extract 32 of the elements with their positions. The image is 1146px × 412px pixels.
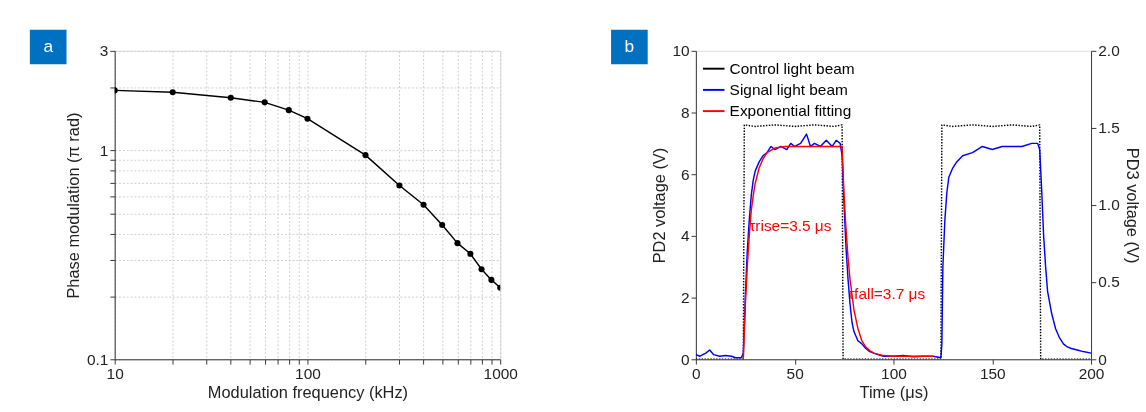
y2-tick-label: 0 [1098,350,1107,368]
y2-tick-label: 1.0 [1098,196,1120,214]
y-tick-label: 0 [681,350,690,368]
text: a [43,35,54,56]
line-series [742,145,934,360]
y-tick-label: 6 [681,165,690,183]
y-axis-title: PD2 voltage (V) [649,147,668,264]
legend-label: Control light beam [729,59,855,77]
x-tick-label: 100 [295,365,321,383]
x-tick-label: 0 [692,365,701,383]
y2-tick-label: 0.5 [1098,273,1120,291]
x-tick-label: 100 [881,365,907,383]
y2-tick-label: 1.5 [1098,119,1120,137]
legend-label: Exponential fitting [729,101,852,119]
text: b [624,35,635,56]
x-tick-label: 1000 [483,365,518,383]
y-tick-label: 4 [681,227,691,245]
y2-tick-label: 2.0 [1098,42,1120,60]
y-tick-label: 0.1 [87,350,109,368]
y2-axis-title: PD3 voltage (V) [1124,147,1143,264]
y-tick-label: 8 [681,103,690,121]
x-tick-label: 50 [786,365,804,383]
x-axis-title: Time (μs) [859,383,929,402]
y-axis-title: Phase modulation (π rad) [64,112,83,299]
x-axis-title: Modulation frequency (kHz) [207,383,409,402]
y-tick-label: 2 [681,288,690,306]
x-tick-label: 150 [979,365,1006,383]
y-tick-label: 3 [99,42,109,60]
y-tick-label: 10 [672,42,690,60]
legend-label: Signal light beam [729,80,848,98]
x-tick-label: 200 [1078,365,1105,383]
y-tick-label: 1 [99,141,109,159]
